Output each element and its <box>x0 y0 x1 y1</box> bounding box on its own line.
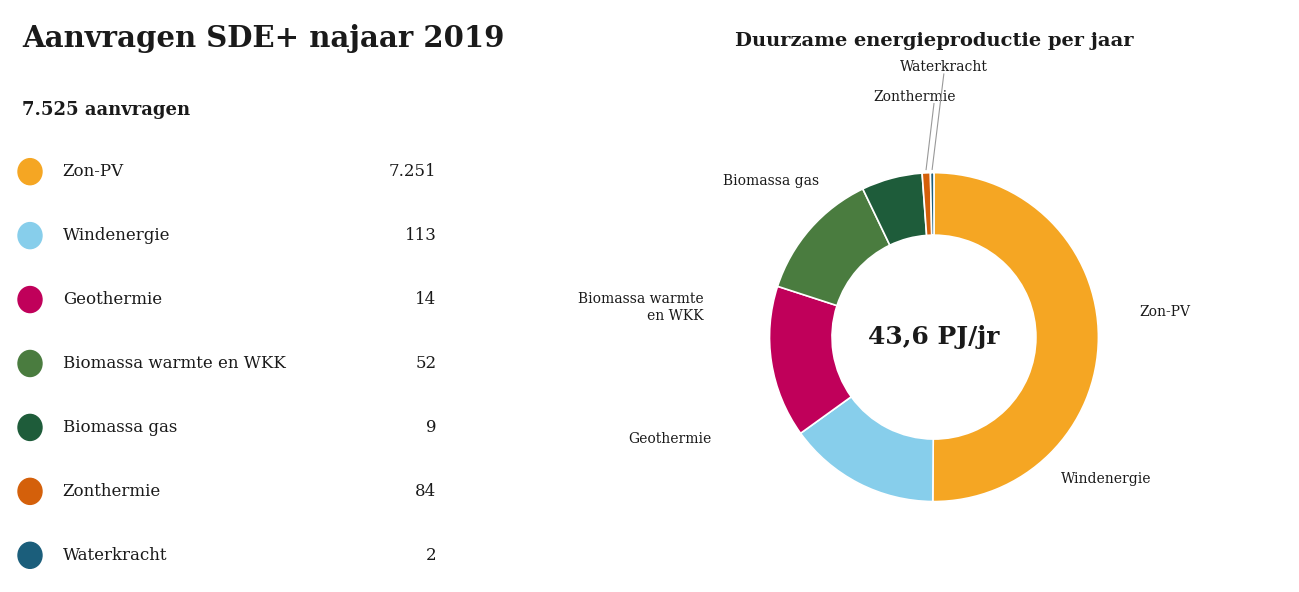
Text: 7.251: 7.251 <box>388 163 436 180</box>
Wedge shape <box>800 397 933 501</box>
Text: Waterkracht: Waterkracht <box>62 547 168 564</box>
Text: Biomassa warmte
en WKK: Biomassa warmte en WKK <box>578 292 704 323</box>
Circle shape <box>18 414 42 440</box>
Circle shape <box>18 159 42 185</box>
Text: Biomassa warmte en WKK: Biomassa warmte en WKK <box>62 355 286 372</box>
Wedge shape <box>769 287 851 433</box>
Wedge shape <box>933 173 1099 501</box>
Text: Duurzame energieproductie per jaar: Duurzame energieproductie per jaar <box>735 32 1133 50</box>
Text: Waterkracht: Waterkracht <box>900 60 987 74</box>
Text: Biomassa gas: Biomassa gas <box>62 419 177 436</box>
Text: Aanvragen SDE+ najaar 2019: Aanvragen SDE+ najaar 2019 <box>22 24 504 53</box>
Text: 7.525 aanvragen: 7.525 aanvragen <box>22 101 190 118</box>
Circle shape <box>18 478 42 504</box>
Text: Windenergie: Windenergie <box>1061 472 1152 486</box>
Circle shape <box>18 350 42 377</box>
Wedge shape <box>922 173 931 236</box>
Text: Biomassa gas: Biomassa gas <box>722 174 818 188</box>
Text: 84: 84 <box>416 483 436 500</box>
Text: 2: 2 <box>426 547 436 564</box>
Text: Zon-PV: Zon-PV <box>1139 305 1190 320</box>
Text: Geothermie: Geothermie <box>629 432 712 446</box>
Text: 9: 9 <box>426 419 436 436</box>
Text: 113: 113 <box>404 227 436 244</box>
Text: Zon-PV: Zon-PV <box>62 163 123 180</box>
Text: Geothermie: Geothermie <box>62 291 162 308</box>
Text: 52: 52 <box>416 355 436 372</box>
Text: 14: 14 <box>416 291 436 308</box>
Circle shape <box>18 287 42 313</box>
Text: Zonthermie: Zonthermie <box>873 89 956 104</box>
Circle shape <box>18 223 42 249</box>
Text: Zonthermie: Zonthermie <box>62 483 161 500</box>
Wedge shape <box>930 173 934 235</box>
Wedge shape <box>863 173 926 245</box>
Text: 43,6 PJ/jr: 43,6 PJ/jr <box>868 325 1000 349</box>
Wedge shape <box>778 189 890 305</box>
Text: Windenergie: Windenergie <box>62 227 170 244</box>
Circle shape <box>18 542 42 568</box>
